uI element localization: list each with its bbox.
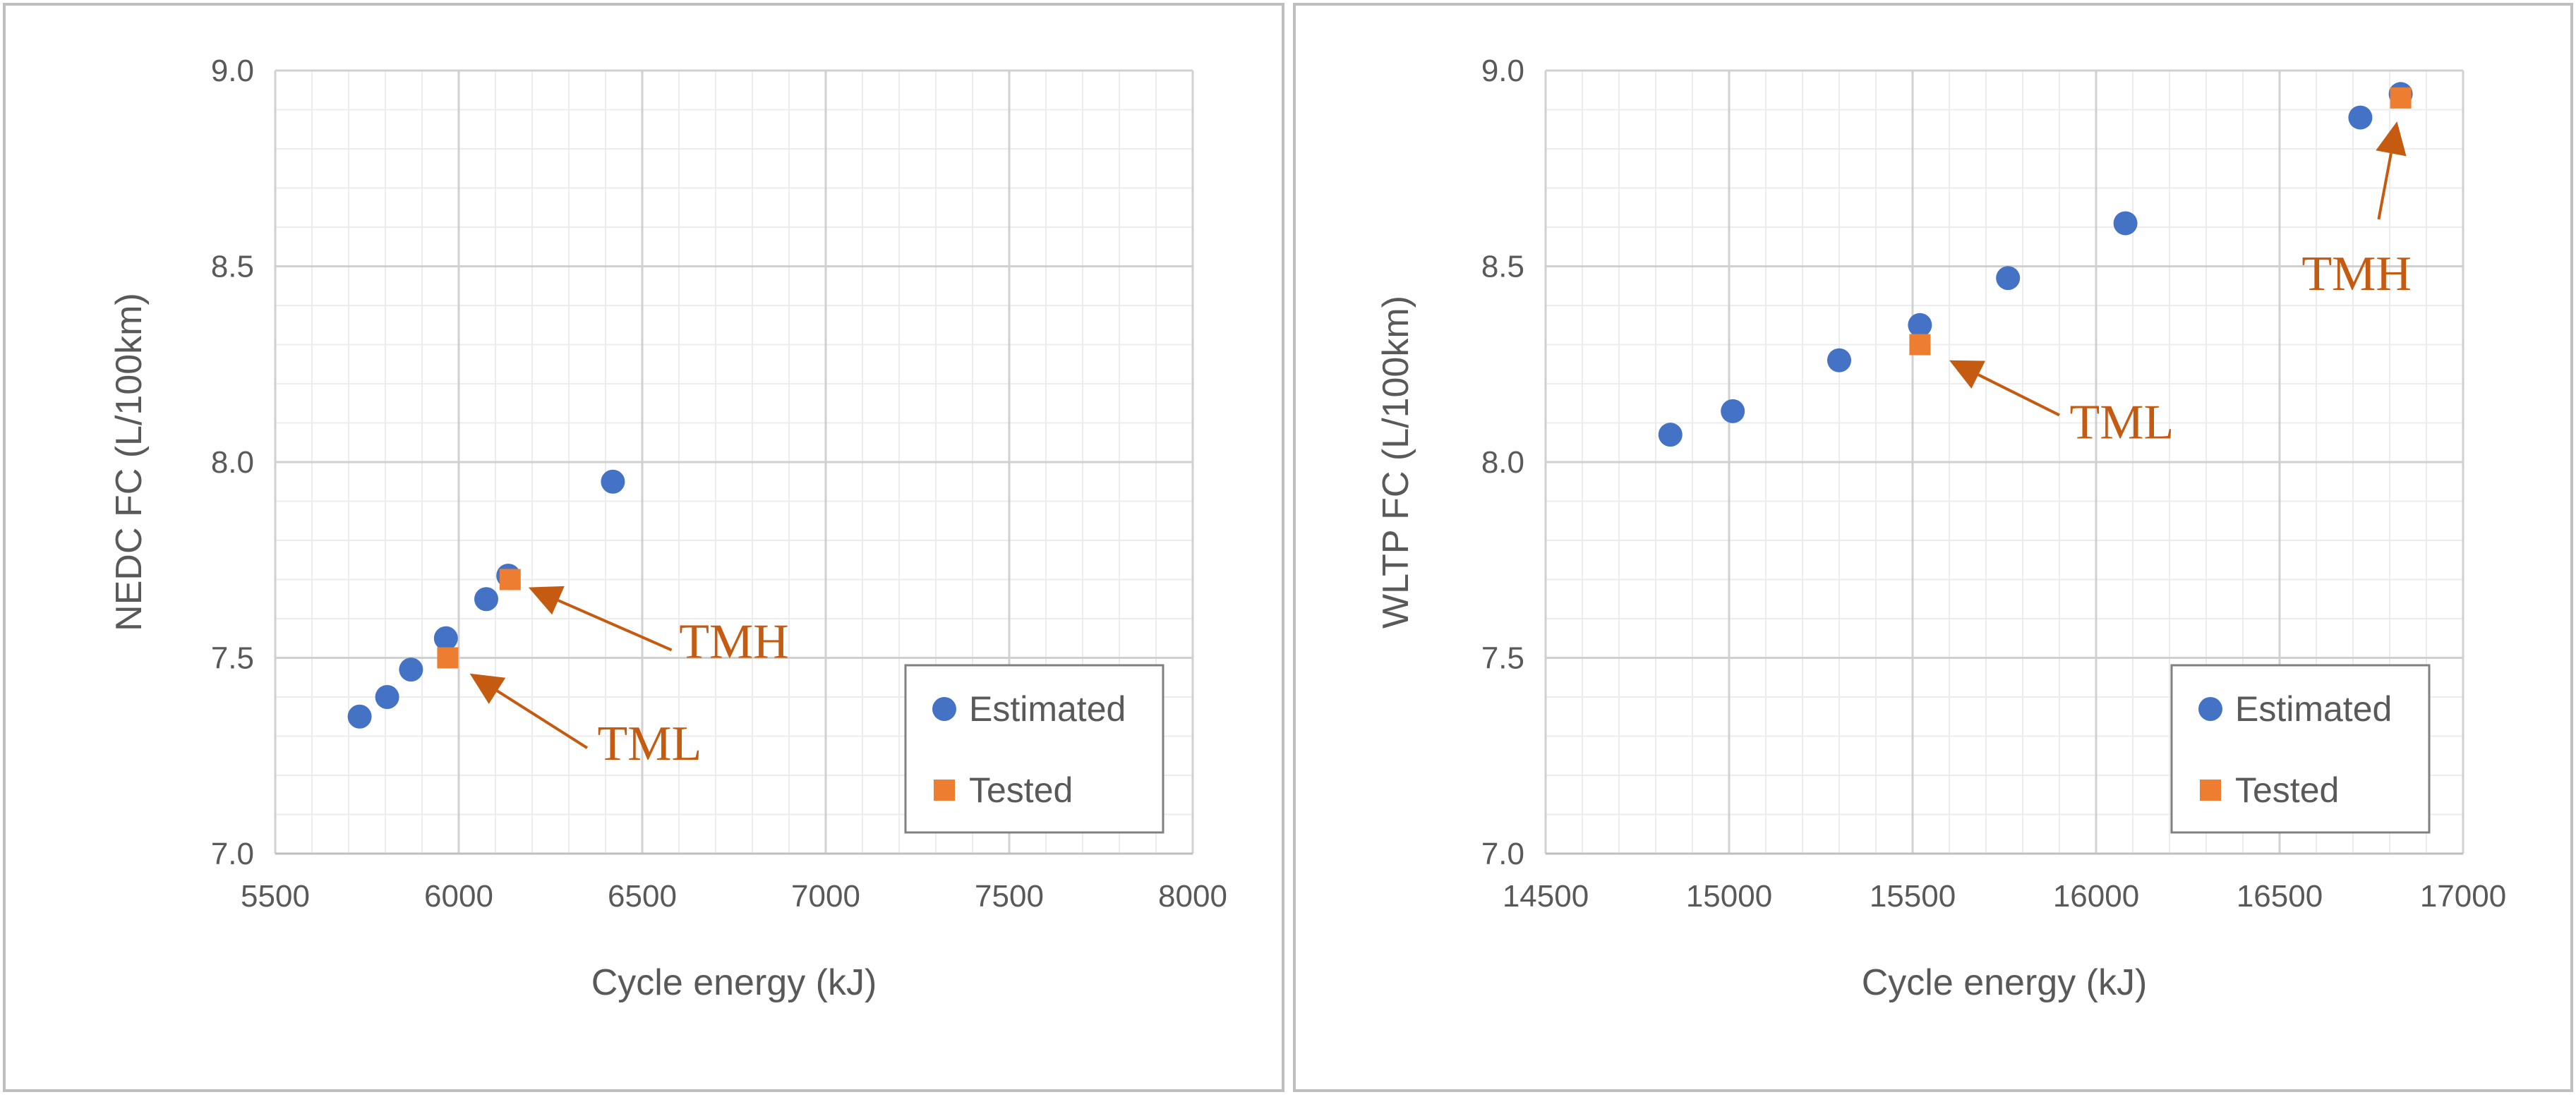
series-tested [1909,87,2412,356]
y-axis-title: WLTP FC (L/100km) [1376,296,1416,629]
annotation-arrow-line [558,599,673,652]
left-legend: Estimated Tested [904,664,1164,834]
data-point-tested [437,647,459,669]
x-tick-label: 8000 [1158,879,1227,914]
x-tick-label: 16000 [2053,879,2139,914]
annotation-tmh: TMH [2301,121,2412,301]
data-point-estimated [399,657,423,682]
data-point-tested [499,569,521,590]
data-point-estimated [1658,423,1683,447]
data-point-estimated [1827,348,1851,372]
x-tick-label: 6500 [608,879,677,914]
data-point-estimated [347,704,372,729]
legend-box [904,664,1164,834]
legend-label: Estimated [2235,689,2392,729]
y-tick-label: 9.0 [211,54,254,88]
legend-box [2170,664,2431,834]
annotation-arrow-line [1978,373,2060,417]
data-point-tested [2390,87,2412,109]
annotation-arrow-head [469,673,506,704]
legend-label: Tested [969,770,1073,810]
series-tested [437,569,521,669]
legend-marker-tested [934,780,955,801]
x-axis-title: Cycle energy (kJ) [1862,962,2148,1003]
annotation-label: TML [598,717,702,771]
legend-marker-estimated [2198,697,2222,721]
y-tick-label: 7.0 [211,837,254,871]
x-tick-label: 14500 [1503,879,1589,914]
panel-left-border [3,3,1284,1092]
y-tick-label: 8.5 [1481,250,1524,284]
annotation-tml: TML [469,673,702,771]
data-point-estimated [375,685,399,709]
y-tick-label: 8.5 [211,250,254,284]
y-tick-label: 7.5 [211,641,254,676]
annotation-arrow-line [496,689,589,749]
y-tick-label: 7.0 [1481,837,1524,871]
legend-marker-tested [2200,780,2221,801]
x-tick-label: 15000 [1686,879,1772,914]
x-axis-title: Cycle energy (kJ) [591,962,877,1003]
annotation-label: TML [2070,396,2174,450]
legend-label: Tested [2235,770,2339,810]
panel-right-border [1293,3,2573,1092]
annotation-arrow-line [2377,152,2393,220]
x-tick-label: 16500 [2237,879,2323,914]
annotation-tml: TML [1949,360,2174,450]
x-tick-label: 5500 [241,879,310,914]
annotation-label: TMH [2301,247,2412,301]
data-point-estimated [474,587,498,612]
annotation-arrow-head [1949,360,1985,389]
right-legend: Estimated Tested [2170,664,2431,834]
x-tick-label: 7500 [975,879,1044,914]
x-tick-label: 17000 [2420,879,2506,914]
data-point-estimated [2348,105,2373,130]
data-point-estimated [1996,266,2021,291]
annotation-arrow-head [2376,121,2407,157]
x-tick-label: 7000 [791,879,860,914]
x-tick-label: 6000 [424,879,493,914]
data-point-estimated [1908,313,1932,337]
right-major-grid [1544,69,2464,855]
x-tick-label: 15500 [1870,879,1956,914]
panel-left: 5500 6000 6500 7000 7500 8000 7.0 7.5 8.0 8.5 9.0 C… [3,3,1284,1092]
data-point-estimated [1721,399,1745,423]
annotation-tmh: TMH [528,586,789,669]
y-tick-label: 8.0 [1481,445,1524,480]
data-point-estimated [601,469,625,494]
data-point-tested [1909,334,1931,356]
legend-label: Estimated [969,689,1126,729]
y-axis-title: NEDC FC (L/100km) [109,293,150,631]
legend-marker-estimated [932,697,956,721]
annotation-label: TMH [679,615,789,669]
y-tick-label: 9.0 [1481,54,1524,88]
data-point-estimated [433,626,458,650]
annotation-arrow-head [528,586,565,615]
y-tick-label: 8.0 [211,445,254,480]
panel-right: 14500 15000 15500 16000 16500 17000 7.0 7.5 8.0 8… [1293,3,2573,1092]
data-point-estimated [2113,211,2138,236]
y-tick-label: 7.5 [1481,641,1524,676]
